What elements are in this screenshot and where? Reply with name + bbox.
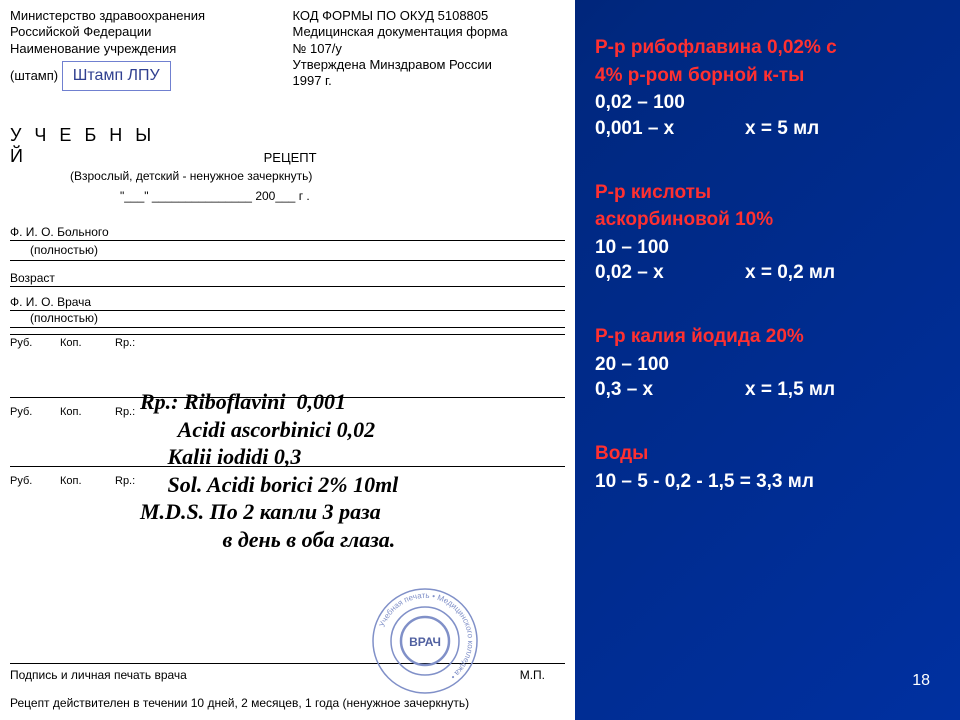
calc4-title: Воды	[595, 441, 945, 467]
recept-label: РЕЦЕПТ	[264, 150, 317, 165]
patient-fully: (полностью)	[10, 243, 565, 258]
calc2-row2-right: х = 0,2 мл	[745, 260, 835, 286]
calc1-row1: 0,02 – 100	[595, 90, 945, 116]
rp-label-1: Rp.:	[115, 337, 155, 349]
header-right: КОД ФОРМЫ ПО ОКУД 5108805 Медицинская до…	[293, 8, 566, 91]
rx-line-2: Acidi ascorbinici 0,02	[140, 416, 398, 444]
calc4-row1: 10 – 5 - 0,2 - 1,5 = 3,3 мл	[595, 469, 945, 495]
rx-head-1: Руб. Коп. Rp.:	[10, 334, 565, 349]
slide-number: 18	[912, 672, 930, 690]
code-line2: Медицинская документация форма	[293, 24, 566, 40]
code-line5: 1997 г.	[293, 73, 566, 89]
patient-fully-label: (полностью)	[30, 243, 98, 257]
calc3-title: Р-р калия йодида 20%	[595, 324, 945, 350]
adult-child-note: (Взрослый, детский - ненужное зачеркнуть…	[70, 169, 565, 183]
kop-label-3: Коп.	[60, 475, 115, 487]
calc1-row2-right: х = 5 мл	[745, 116, 819, 142]
signature-label: Подпись и личная печать врача	[10, 668, 187, 682]
ministry-line1: Министерство здравоохранения	[10, 8, 283, 24]
doctor-fio-label: Ф. И. О. Врача	[10, 295, 91, 309]
calc2-title-l1: Р-р кислоты	[595, 180, 945, 206]
age-label: Возраст	[10, 271, 55, 285]
divider-1	[10, 260, 565, 261]
calc3-row2: 0,3 – х х = 1,5 мл	[595, 377, 945, 403]
code-line3: № 107/у	[293, 41, 566, 57]
form-header: Министерство здравоохранения Российской …	[10, 8, 565, 91]
validity-note: Рецепт действителен в течении 10 дней, 2…	[10, 696, 469, 710]
kop-label-2: Коп.	[60, 406, 115, 418]
calc-kalii: Р-р калия йодида 20% 20 – 100 0,3 – х х …	[595, 324, 945, 403]
rx-line-6: в день в оба глаза.	[140, 526, 398, 554]
rub-label-3: Руб.	[10, 475, 60, 487]
rx-line-3: Kalii iodidi 0,3	[140, 443, 398, 471]
institution-line2: (штамп)	[10, 68, 58, 84]
calc2-row1: 10 – 100	[595, 235, 945, 261]
divider-2	[10, 327, 565, 328]
doctor-stamp-icon: ВРАЧ Учебная печать • Медицинского колле…	[370, 586, 480, 696]
calculations-panel: Р-р рибофлавина 0,02% с 4% р-ром борной …	[595, 35, 945, 532]
stamp-lpu-box: Штамп ЛПУ	[62, 61, 171, 91]
rx-line-1: Rp.: Riboflavini 0,001	[140, 388, 398, 416]
rx-line-4: Sol. Acidi borici 2% 10ml	[140, 471, 398, 499]
prescription-form: Министерство здравоохранения Российской …	[0, 0, 575, 720]
rub-label-2: Руб.	[10, 406, 60, 418]
calc2-row2: 0,02 – х х = 0,2 мл	[595, 260, 945, 286]
code-line1: КОД ФОРМЫ ПО ОКУД 5108805	[293, 8, 566, 24]
calc2-row2-left: 0,02 – х	[595, 260, 745, 286]
calc1-title-l2: 4% р-ром борной к-ты	[595, 63, 945, 89]
date-template: "___" _______________ 200___ г .	[120, 189, 565, 203]
doctor-fio-row: Ф. И. О. Врача	[10, 295, 565, 311]
age-row: Возраст	[10, 271, 565, 287]
ministry-line2: Российской Федерации	[10, 24, 283, 40]
calc1-row2-left: 0,001 – х	[595, 116, 745, 142]
mp-label: М.П.	[520, 668, 545, 682]
calc-water: Воды 10 – 5 - 0,2 - 1,5 = 3,3 мл	[595, 441, 945, 494]
calc1-row2: 0,001 – х х = 5 мл	[595, 116, 945, 142]
header-left: Министерство здравоохранения Российской …	[10, 8, 283, 91]
calc3-row1: 20 – 100	[595, 352, 945, 378]
recept-header: У Ч Е Б Н Ы Й РЕЦЕПТ	[10, 105, 565, 167]
stamp-center-text: ВРАЧ	[409, 635, 441, 649]
institution-line1: Наименование учреждения	[10, 41, 283, 57]
rub-label-1: Руб.	[10, 337, 60, 349]
kop-label-1: Коп.	[60, 337, 115, 349]
uchebny-watermark: У Ч Е Б Н Ы Й	[10, 125, 180, 167]
calc2-title-l2: аскорбиновой 10%	[595, 207, 945, 233]
prescription-text: Rp.: Riboflavini 0,001 Acidi ascorbinici…	[140, 388, 398, 553]
calc3-row2-right: х = 1,5 мл	[745, 377, 835, 403]
calc1-title-l1: Р-р рибофлавина 0,02% с	[595, 35, 945, 61]
rx-line-5: M.D.S. По 2 капли 3 раза	[140, 498, 398, 526]
patient-fio-label: Ф. И. О. Больного	[10, 225, 109, 239]
patient-fio-row: Ф. И. О. Больного	[10, 225, 565, 241]
doctor-fully: (полностью)	[30, 311, 565, 325]
signature-row: Подпись и личная печать врача М.П.	[10, 663, 565, 682]
code-line4: Утверждена Минздравом России	[293, 57, 566, 73]
calc3-row2-left: 0,3 – х	[595, 377, 745, 403]
patient-block: Ф. И. О. Больного (полностью) Возраст Ф.…	[10, 225, 565, 328]
calc-riboflavin: Р-р рибофлавина 0,02% с 4% р-ром борной …	[595, 35, 945, 142]
calc-ascorbic: Р-р кислоты аскорбиновой 10% 10 – 100 0,…	[595, 180, 945, 287]
